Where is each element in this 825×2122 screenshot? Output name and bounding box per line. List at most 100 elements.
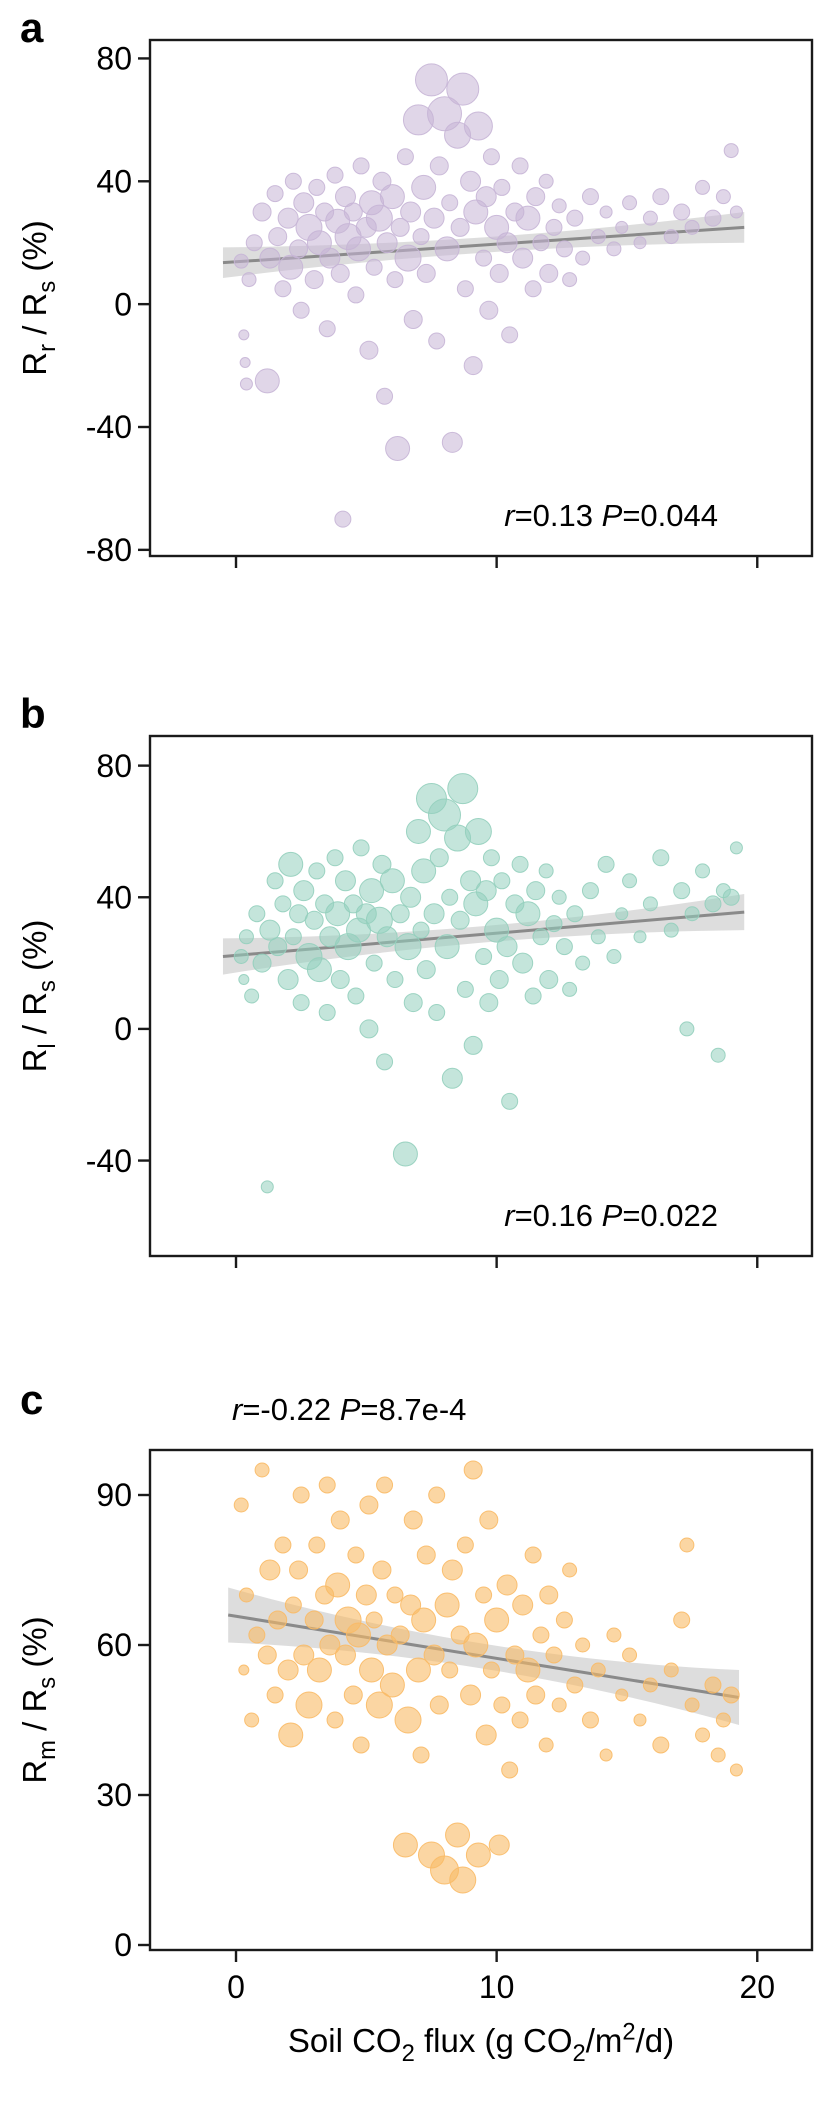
scatter-point [308,178,326,196]
scatter-point [715,189,731,205]
scatter-point [581,1711,599,1729]
panel-b: -40 0 40 80 b Rl / Rs (%) r=0.16 P=0.022 [0,680,825,1370]
scatter-point [405,818,431,844]
scatter-point [475,1586,493,1604]
regression-line [222,225,745,265]
scatter-point [597,855,615,873]
panel-letter: c [20,1376,43,1423]
scatter-point [695,179,711,195]
scatter-point [575,1637,591,1653]
scatter-point [434,1592,460,1618]
scatter-point [505,1645,525,1665]
scatter-point [463,356,483,376]
y-tick-label: 30 [96,1777,132,1813]
scatter-point [306,1657,332,1683]
scatter-point [428,798,462,832]
scatter-point [501,1761,519,1779]
scatter-point [496,936,518,958]
scatter-point [642,1677,658,1693]
scatter-point [575,250,591,266]
scatter-point [326,849,344,867]
scatter-point [566,209,584,227]
scatter-point [352,1736,370,1754]
scatter-point [379,1672,405,1698]
scatter-point [441,1661,459,1679]
scatter-point [475,186,497,208]
scatter-point [334,1644,356,1666]
scatter-point [729,1763,743,1777]
y-tick-label: 40 [96,163,132,199]
x-tick-label: 0 [227,1969,245,2005]
scatter-point [405,1657,431,1683]
scatter-point [289,1560,309,1580]
scatter-point [511,1711,529,1729]
scatter-point [376,387,394,405]
scatter-point [248,905,266,923]
scatter-point [722,1686,740,1704]
scatter-point [652,188,670,206]
scatter-point [622,873,638,889]
scatter-point [441,1559,463,1581]
scatter-point [606,1627,622,1643]
scatter-point [239,377,253,391]
scatter-point [394,1706,422,1734]
scatter-point [526,881,546,901]
scatter-point [304,910,324,930]
scatter-point [295,1691,323,1719]
scatter-point [423,903,445,925]
scatter-point [403,310,423,329]
scatter-point [551,1697,567,1713]
scatter-point [257,1645,277,1665]
scatter-point [318,1003,336,1021]
scatter-point [475,1724,497,1746]
scatter-point [446,72,480,106]
scatter-point [278,254,304,280]
y-tick-label: 80 [96,41,132,77]
scatter-points [233,63,743,528]
scatter-point [259,1559,281,1581]
scatter-point [615,220,629,234]
scatter-point [428,1486,446,1504]
scatter-point [319,247,341,269]
scatter-point [304,270,324,290]
scatter-point [386,1586,404,1604]
scatter-point [445,1822,471,1848]
scatter-point [463,1632,489,1658]
x-tick-label: 10 [479,1969,515,2005]
scatter-point [376,1476,394,1494]
scatter-point [515,1657,541,1683]
scatter-point [254,368,280,394]
scatter-point [306,957,332,983]
scatter-points [233,773,743,1194]
scatter-point [359,878,385,904]
scatter-point [555,240,573,258]
scatter-point [293,1644,315,1666]
scatter-point [450,910,470,930]
y-tick-label: -80 [86,532,132,568]
scatter-point [277,207,299,229]
scatter-point [284,1596,302,1614]
scatter-point [244,988,260,1004]
y-tick-label: -40 [86,1143,132,1179]
scatter-point [238,974,250,986]
scatter-point [416,960,436,980]
scatter-point [274,1536,292,1554]
scatter-point [429,1695,449,1715]
scatter-point [606,949,622,965]
scatter-point [729,841,743,855]
scatter-point [423,1644,445,1666]
scatter-point [562,272,578,288]
scatter-point [318,1476,336,1494]
scatter-point [330,1510,350,1530]
scatter-point [590,929,606,945]
scatter-point [394,244,422,272]
scatter-point [545,915,563,933]
plot-area [222,773,745,1194]
scatter-point [390,1625,410,1645]
scatter-point [539,970,559,990]
scatter-point [359,1019,379,1039]
scatter-point [284,172,302,190]
scatter-points [233,1460,743,1894]
scatter-point [238,329,250,341]
scatter-point [233,949,249,965]
